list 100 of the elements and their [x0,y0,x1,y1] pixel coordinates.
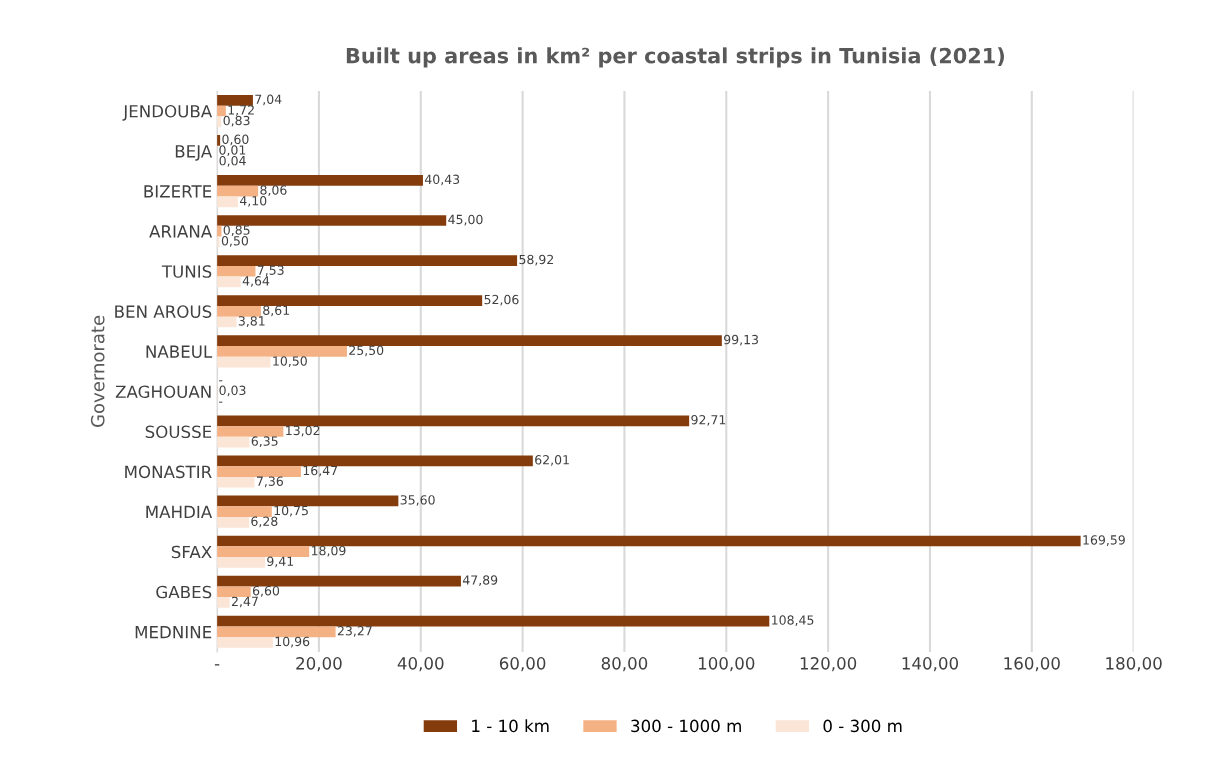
x-tick-label: 160,00 [1004,657,1060,672]
x-tick-label: 140,00 [902,657,959,672]
bar [217,546,310,558]
data-label: 92,71 [691,415,726,426]
bar [217,185,259,197]
bar [217,557,265,568]
data-label: 10,75 [274,505,308,517]
data-label: 169,59 [1083,535,1125,546]
y-tick-label: TUNIS [161,265,212,278]
data-label: 0,03 [219,385,246,397]
y-tick-label: ZAGHOUAN [115,385,211,399]
data-label: 10,96 [275,636,310,648]
bar [217,426,284,437]
data-label: 35,60 [400,495,435,506]
data-label: 0,60 [222,134,249,146]
y-tick-label: SOUSSE [145,425,212,439]
y-tick-label: JENDOUBA [122,104,213,121]
bar [217,637,273,648]
legend-label: 0 - 300 m [823,719,902,733]
y-tick-label: BIZERTE [144,185,212,198]
bar [217,415,690,427]
data-label: 3,81 [238,316,265,327]
y-tick-label: SFAX [171,545,212,559]
data-label: 99,13 [724,334,759,346]
data-label: 10,50 [273,356,307,367]
data-label: 0,50 [221,236,249,247]
data-label: 0,85 [223,225,250,237]
data-label: 8,61 [263,305,289,317]
chart-title: Built up areas in km² per coastal strips in Tunisia (2021) [346,47,1004,68]
x-tick-label: 120,00 [800,657,857,672]
data-label: 18,09 [311,545,346,557]
data-label: 8,06 [260,185,287,197]
data-label: 62,01 [535,455,569,466]
data-label: 45,00 [448,214,483,226]
bar [217,356,271,368]
data-label: 47,89 [462,575,498,586]
data-label: 13,02 [286,425,320,437]
data-label: 52,06 [484,294,519,306]
x-tick-label: 40,00 [397,657,444,672]
bar [217,346,347,357]
bar [217,506,272,517]
data-label: 108,45 [772,615,814,627]
data-label: 1,72 [228,105,254,116]
data-label: 6,35 [251,436,278,448]
x-tick-label: 80,00 [601,657,648,672]
bar [217,305,261,317]
data-label: - [219,401,223,403]
bar [217,466,301,477]
data-label: 4,10 [239,195,267,207]
bar [217,215,447,226]
data-label: 25,50 [349,345,384,357]
data-label: 0,83 [223,115,250,127]
data-label: 40,43 [424,174,460,186]
bar [217,94,253,106]
bar [217,586,251,598]
x-tick-label: 20,00 [296,657,342,672]
legend-label: 1 - 10 km [472,719,549,733]
bar [217,255,518,266]
bar [217,436,250,448]
data-label: - [219,380,223,382]
bar [217,265,256,277]
data-label: 2,47 [231,596,258,608]
x-tick-label: 180,00 [1106,657,1162,672]
bar [217,626,336,638]
bar [217,516,250,528]
x-tick-label: 60,00 [499,657,546,672]
bar [217,476,255,488]
y-tick-label: GABES [156,585,212,599]
y-tick-label: NABEUL [146,345,213,358]
y-tick-label: MEDNINE [135,626,212,639]
bar [217,535,1081,547]
bar [217,175,423,186]
data-label: 6,28 [251,516,278,528]
data-label: 7,53 [257,265,284,277]
bar [217,495,399,507]
data-label: 0,04 [219,155,246,167]
data-label: 58,92 [519,254,554,266]
data-label: 9,41 [267,556,294,568]
data-label: 6,60 [252,585,280,597]
y-tick-label: BEJA [175,145,213,161]
y-axis-title: Governorate [90,315,105,427]
data-label: 4,64 [242,276,270,287]
bar [217,455,533,467]
bar [217,276,241,288]
y-tick-label: BEN AROUS [115,305,212,318]
bar [217,335,722,347]
x-tick-label: 100,00 [698,657,755,672]
y-tick-label: ARIANA [149,225,213,238]
y-tick-label: MAHDIA [146,505,213,518]
legend-label: 300 - 1000 m [631,719,741,733]
data-label: 23,27 [337,626,372,637]
data-label: 0,01 [219,145,246,156]
data-label: 7,36 [256,476,283,488]
data-label: 7,04 [255,94,282,106]
y-tick-label: MONASTIR [125,465,212,479]
bar [217,597,230,608]
bar [217,575,461,587]
bar [217,615,770,627]
bar [217,196,238,208]
x-tick-label: - [214,664,220,666]
